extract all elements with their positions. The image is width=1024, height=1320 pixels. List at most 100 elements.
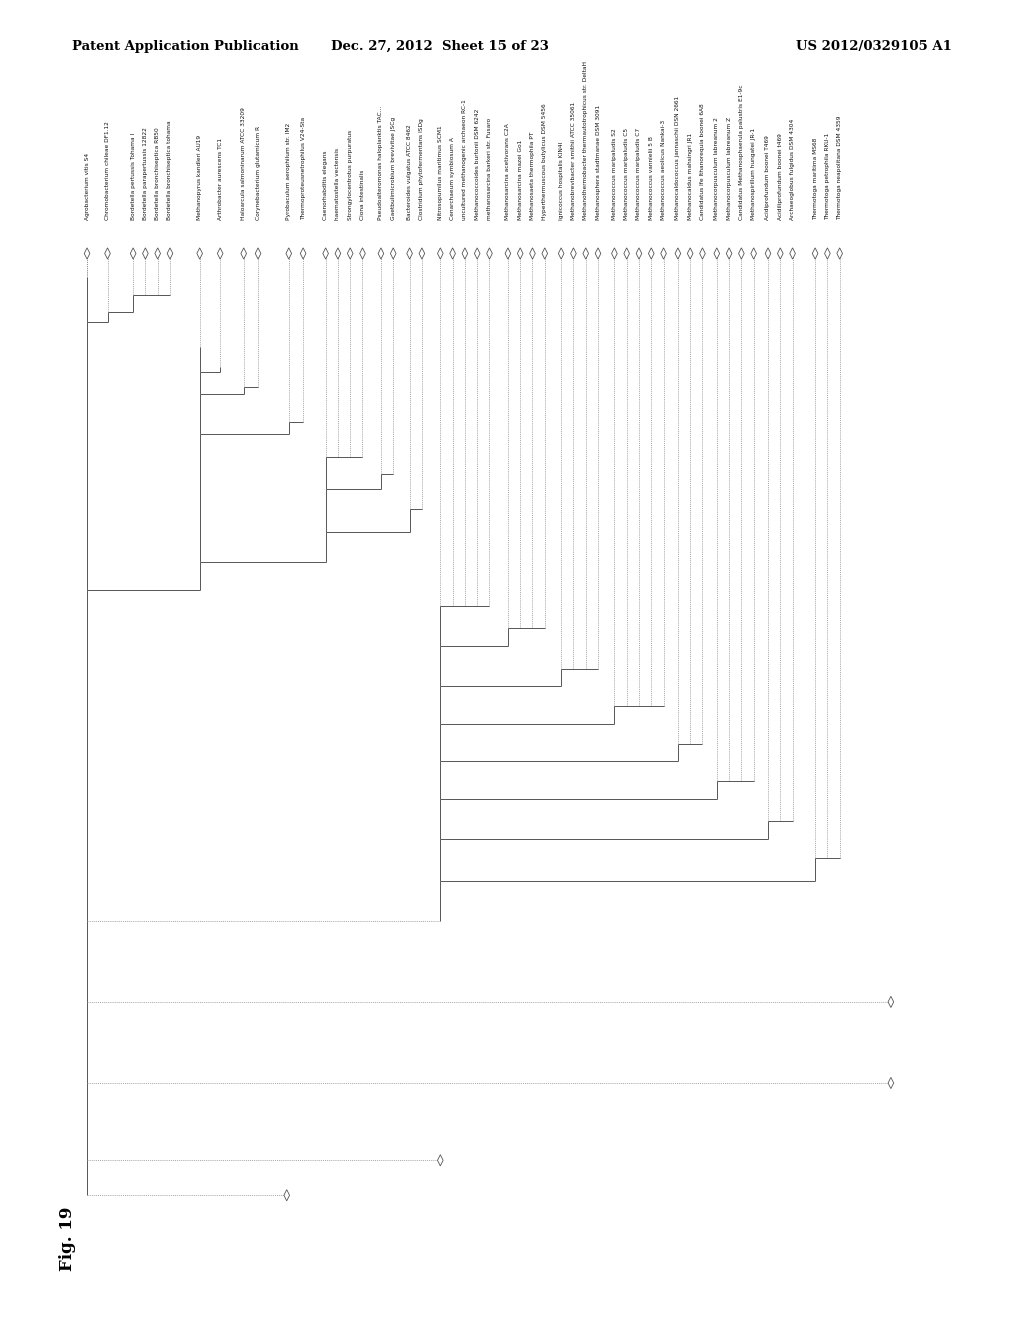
Polygon shape — [558, 248, 564, 259]
Polygon shape — [570, 248, 577, 259]
Polygon shape — [765, 248, 771, 259]
Polygon shape — [437, 1155, 443, 1166]
Text: Bacteroides vulgatus ATCC 8462: Bacteroides vulgatus ATCC 8462 — [408, 124, 412, 220]
Text: Agrobacterium vitis S4: Agrobacterium vitis S4 — [85, 153, 89, 220]
Text: Methanococcus maripaludis C7: Methanococcus maripaludis C7 — [637, 128, 641, 220]
Text: Gaetbulimicrobium brevivitae JSCg: Gaetbulimicrobium brevivitae JSCg — [391, 116, 395, 220]
Polygon shape — [648, 248, 654, 259]
Text: Methanosphera stadtmanae DSM 3091: Methanosphera stadtmanae DSM 3091 — [596, 104, 600, 220]
Polygon shape — [474, 248, 480, 259]
Polygon shape — [699, 248, 706, 259]
Text: Pseudoalteromonas haloplanktis TAC...: Pseudoalteromonas haloplanktis TAC... — [379, 106, 383, 220]
Polygon shape — [84, 248, 90, 259]
Text: Methanocorpusculum labreanum 2: Methanocorpusculum labreanum 2 — [715, 117, 719, 220]
Polygon shape — [323, 248, 329, 259]
Polygon shape — [437, 248, 443, 259]
Polygon shape — [505, 248, 511, 259]
Polygon shape — [738, 248, 744, 259]
Polygon shape — [300, 248, 306, 259]
Text: Methanococcus vannielii 5 B: Methanococcus vannielii 5 B — [649, 136, 653, 220]
Polygon shape — [542, 248, 548, 259]
Polygon shape — [155, 248, 161, 259]
Text: Chromobacterium chileae DF1.12: Chromobacterium chileae DF1.12 — [105, 121, 110, 220]
Text: methanosarcina barkeri str. Fusaro: methanosarcina barkeri str. Fusaro — [487, 117, 492, 220]
Text: Archaeoglobus fulgidus DSM 4304: Archaeoglobus fulgidus DSM 4304 — [791, 119, 795, 220]
Polygon shape — [517, 248, 523, 259]
Text: Thermotoga maritima MS68: Thermotoga maritima MS68 — [813, 137, 817, 220]
Text: Fig. 19: Fig. 19 — [59, 1206, 77, 1271]
Polygon shape — [359, 248, 366, 259]
Polygon shape — [675, 248, 681, 259]
Polygon shape — [486, 248, 493, 259]
Polygon shape — [462, 248, 468, 259]
Polygon shape — [812, 248, 818, 259]
Text: Thermoproteusnetrophilus V24-Sta: Thermoproteusnetrophilus V24-Sta — [301, 116, 305, 220]
Polygon shape — [167, 248, 173, 259]
Text: Dec. 27, 2012  Sheet 15 of 23: Dec. 27, 2012 Sheet 15 of 23 — [332, 40, 549, 53]
Polygon shape — [197, 248, 203, 259]
Text: Ignicoccus hospitalis KIN4I: Ignicoccus hospitalis KIN4I — [559, 141, 563, 220]
Polygon shape — [624, 248, 630, 259]
Text: Methanococcoides burtonii DSM 6242: Methanococcoides burtonii DSM 6242 — [475, 108, 479, 220]
Text: Haloarcula salmoninarum ATCC 33209: Haloarcula salmoninarum ATCC 33209 — [242, 107, 246, 220]
Polygon shape — [529, 248, 536, 259]
Text: Methanosaeta thermophila PT: Methanosaeta thermophila PT — [530, 132, 535, 220]
Text: Patent Application Publication: Patent Application Publication — [72, 40, 298, 53]
Polygon shape — [347, 248, 353, 259]
Text: haematostella vectensis: haematostella vectensis — [336, 148, 340, 220]
Polygon shape — [583, 248, 589, 259]
Polygon shape — [130, 248, 136, 259]
Text: Bordetella bronchiseptica RB50: Bordetella bronchiseptica RB50 — [156, 127, 160, 220]
Polygon shape — [611, 248, 617, 259]
Polygon shape — [837, 248, 843, 259]
Text: Hyperthermuscous butylicus DSM 5456: Hyperthermuscous butylicus DSM 5456 — [543, 103, 547, 220]
Text: Acidiliprofundum boonei t469: Acidiliprofundum boonei t469 — [778, 133, 782, 220]
Polygon shape — [687, 248, 693, 259]
Text: Strongylocentrotus purpuratus: Strongylocentrotus purpuratus — [348, 129, 352, 220]
Text: Methanobrevibacter smithii ATCC 35061: Methanobrevibacter smithii ATCC 35061 — [571, 102, 575, 220]
Text: Methanocaldus mahsingri JR1: Methanocaldus mahsingri JR1 — [688, 133, 692, 220]
Polygon shape — [660, 248, 667, 259]
Polygon shape — [241, 248, 247, 259]
Polygon shape — [726, 248, 732, 259]
Polygon shape — [450, 248, 456, 259]
Text: Corynebacterium glutamicum R: Corynebacterium glutamicum R — [256, 125, 260, 220]
Text: Methanosarcina mazei Go1: Methanosarcina mazei Go1 — [518, 140, 522, 220]
Text: Candidatus Methanosphaerula palustris E1-9c: Candidatus Methanosphaerula palustris E1… — [739, 84, 743, 220]
Polygon shape — [888, 997, 894, 1007]
Polygon shape — [777, 248, 783, 259]
Text: Methanopyrus kandleri AU19: Methanopyrus kandleri AU19 — [198, 135, 202, 220]
Text: Methanosarcina acetivorans C2A: Methanosarcina acetivorans C2A — [506, 123, 510, 220]
Polygon shape — [255, 248, 261, 259]
Polygon shape — [378, 248, 384, 259]
Text: Methanococcus aeolicus Nankai-3: Methanococcus aeolicus Nankai-3 — [662, 120, 666, 220]
Text: Candidatus lfe lthanorequia boonei 6A8: Candidatus lfe lthanorequia boonei 6A8 — [700, 103, 705, 220]
Polygon shape — [335, 248, 341, 259]
Polygon shape — [284, 1189, 290, 1201]
Polygon shape — [790, 248, 796, 259]
Polygon shape — [419, 248, 425, 259]
Text: Acidiprofundum boonei T469: Acidiprofundum boonei T469 — [766, 135, 770, 220]
Polygon shape — [390, 248, 396, 259]
Text: Methanocorpusculum labreanum Z: Methanocorpusculum labreanum Z — [727, 116, 731, 220]
Text: Methanospirillum hungatei JR-1: Methanospirillum hungatei JR-1 — [752, 128, 756, 220]
Polygon shape — [888, 1077, 894, 1089]
Polygon shape — [286, 248, 292, 259]
Polygon shape — [714, 248, 720, 259]
Text: Methanocaldococcus jannaschii DSN 2661: Methanocaldococcus jannaschii DSN 2661 — [676, 95, 680, 220]
Polygon shape — [142, 248, 148, 259]
Polygon shape — [824, 248, 830, 259]
Text: Bordetella bronchiseptica tohama: Bordetella bronchiseptica tohama — [168, 120, 172, 220]
Text: Methanothermobacter thermautotrophicus str. DeltaH: Methanothermobacter thermautotrophicus s… — [584, 61, 588, 220]
Text: Arthrobacter aurescens TC1: Arthrobacter aurescens TC1 — [218, 137, 222, 220]
Polygon shape — [636, 248, 642, 259]
Text: Cenarchaeum symbiosum A: Cenarchaeum symbiosum A — [451, 137, 455, 220]
Text: Bordetella parapertussis 12822: Bordetella parapertussis 12822 — [143, 127, 147, 220]
Text: Caenorhabditis elegans: Caenorhabditis elegans — [324, 150, 328, 220]
Text: Clostridium phytofermentans ISDg: Clostridium phytofermentans ISDg — [420, 117, 424, 220]
Polygon shape — [104, 248, 111, 259]
Polygon shape — [595, 248, 601, 259]
Text: US 2012/0329105 A1: US 2012/0329105 A1 — [797, 40, 952, 53]
Text: Pyrobaculum aerophilum str. IM2: Pyrobaculum aerophilum str. IM2 — [287, 123, 291, 220]
Text: Thermotoga neapolitana DSM 4359: Thermotoga neapolitana DSM 4359 — [838, 115, 842, 220]
